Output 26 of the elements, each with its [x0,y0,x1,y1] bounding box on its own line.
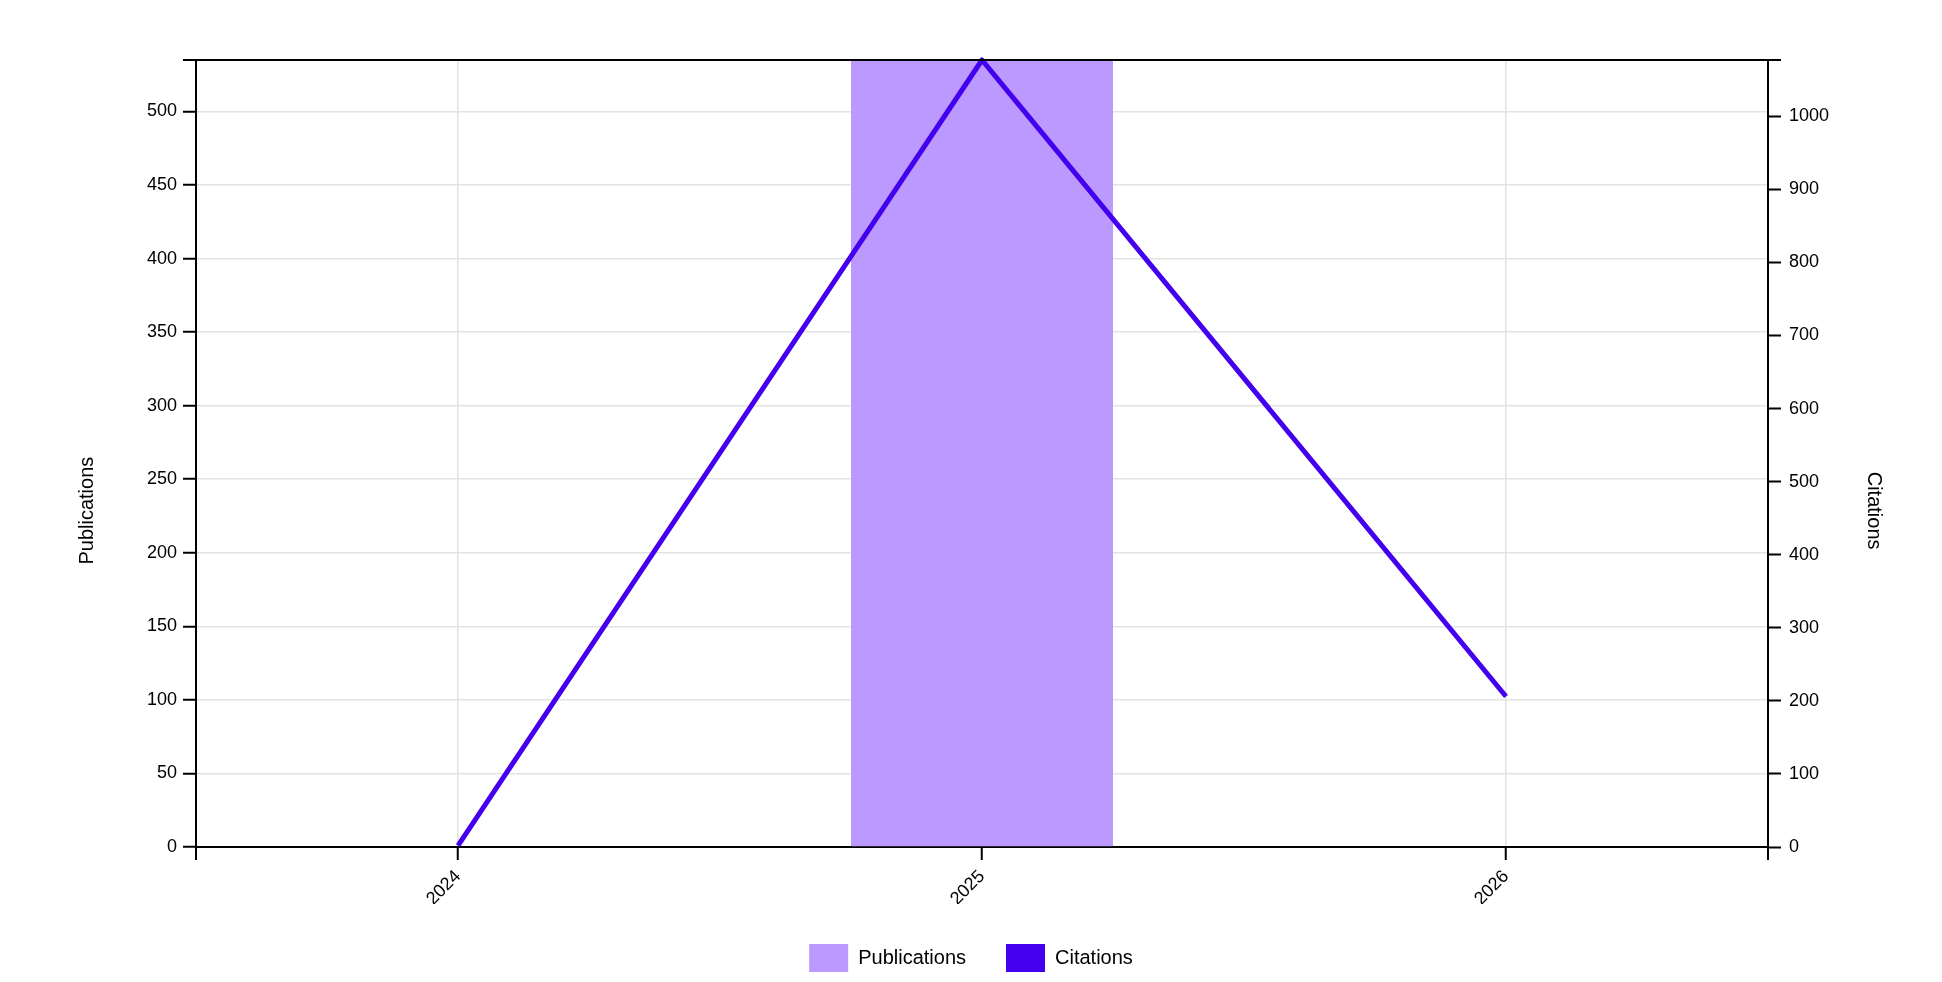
y-tick-label: 350 [146,321,177,342]
y2-tick-label: 800 [1789,251,1820,272]
y2-tick-label: 200 [1789,689,1820,710]
y-tick-label: 100 [146,688,177,709]
y2-axis-title: Citations [1864,471,1887,550]
y-tick-label: 500 [146,100,177,121]
y-tick-label: 200 [146,541,177,562]
y-axis-title: Publications [74,456,97,565]
y2-tick-label: 100 [1789,762,1820,783]
legend-label: Publications [858,945,967,968]
y2-tick-label: 300 [1789,616,1820,637]
y-tick-label: 400 [146,247,177,268]
y2-tick-label: 500 [1789,470,1820,491]
y2-tick-label: 0 [1789,835,1800,856]
y2-tick-label: 1000 [1789,105,1830,126]
y-tick-label: 50 [156,762,177,783]
y-tick-label: 300 [146,394,177,415]
legend-label: Citations [1055,945,1133,968]
y-tick-label: 450 [146,174,177,195]
y-tick-label: 0 [166,835,177,856]
y-tick-label: 150 [146,615,177,636]
y-tick-label: 250 [146,468,177,489]
y2-tick-label: 900 [1789,178,1820,199]
y2-tick-label: 600 [1789,397,1820,418]
y2-tick-label: 700 [1789,324,1820,345]
y2-tick-label: 400 [1789,543,1820,564]
